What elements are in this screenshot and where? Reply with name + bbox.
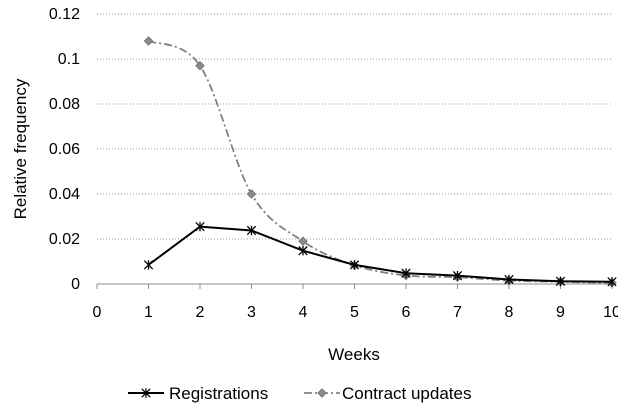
- legend-label: Registrations: [169, 384, 268, 403]
- x-tick-label: 3: [247, 304, 256, 321]
- series-line-contract-updates: [148, 40, 613, 284]
- x-tick-label: 6: [402, 304, 411, 321]
- y-axis-ticks: 0 0.02 0.04 0.06 0.08 0.1 0.12: [49, 6, 80, 293]
- y-axis-title: Relative frequency: [11, 78, 30, 219]
- data-point-contract-updates: [143, 36, 154, 46]
- x-tick-label: 8: [505, 304, 514, 321]
- x-tick-label: 9: [556, 304, 565, 321]
- data-point-registrations: [504, 274, 514, 285]
- data-point-registrations: [143, 260, 154, 270]
- x-axis-ticks: 0 1 2 3 4 5 6 7 8 9 10: [93, 284, 618, 321]
- y-tick-label: 0.1: [58, 51, 80, 68]
- legend: Registrations Contract updates: [128, 384, 471, 403]
- x-tick-label: 4: [299, 304, 308, 321]
- x-tick-label: 10: [603, 304, 618, 321]
- x-tick-label: 5: [350, 304, 359, 321]
- data-point-registrations: [349, 260, 360, 270]
- data-point-contract-updates: [195, 60, 205, 71]
- data-point-registrations: [246, 225, 257, 236]
- data-point-registrations: [555, 276, 566, 286]
- y-tick-label: 0.12: [49, 6, 80, 23]
- y-tick-label: 0.02: [49, 231, 80, 248]
- legend-marker: [141, 388, 151, 398]
- data-point-registrations: [298, 246, 308, 256]
- y-tick-label: 0.04: [49, 186, 80, 203]
- data-point-registrations: [452, 270, 463, 281]
- gridlines: [97, 13, 612, 240]
- x-tick-label: 2: [196, 304, 205, 321]
- data-point-registrations: [607, 277, 617, 287]
- data-point-contract-updates: [246, 189, 257, 199]
- data-point-registrations: [401, 268, 411, 278]
- y-tick-label: 0.08: [49, 96, 80, 113]
- legend-item: Registrations: [128, 384, 268, 403]
- x-axis-title: Weeks: [328, 345, 380, 364]
- legend-item: Contract updates: [304, 384, 471, 403]
- series-group: [143, 36, 617, 288]
- x-tick-label: 7: [453, 304, 462, 321]
- x-tick-label: 0: [93, 304, 102, 321]
- series-line-registrations: [147, 225, 613, 283]
- y-tick-label: 0.06: [49, 141, 80, 158]
- legend-label: Contract updates: [342, 384, 471, 403]
- data-point-registrations: [195, 221, 205, 232]
- legend-marker: [317, 388, 327, 398]
- x-tick-label: 1: [144, 304, 153, 321]
- y-tick-label: 0: [71, 276, 80, 293]
- data-point-contract-updates: [298, 236, 308, 247]
